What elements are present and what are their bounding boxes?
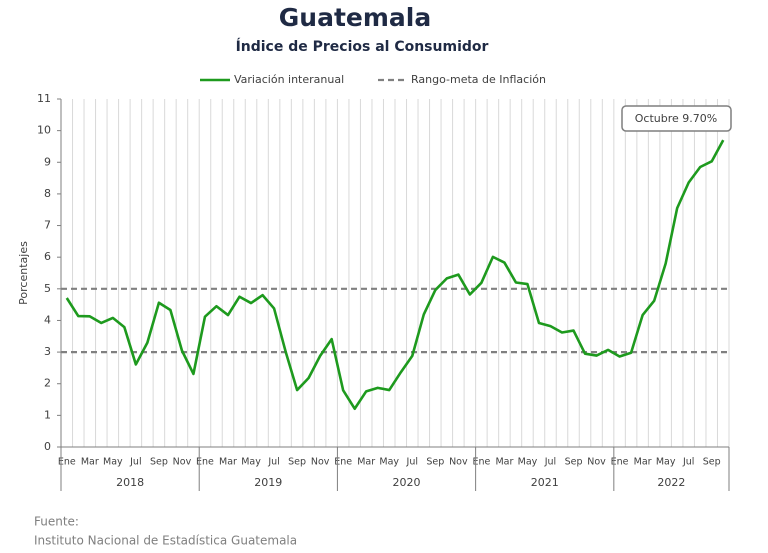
- annotation-box: [621, 105, 732, 132]
- x-tick-label: Jul: [129, 457, 141, 468]
- x-tick-label: Jul: [682, 457, 694, 468]
- y-tick-label: 9: [44, 155, 51, 168]
- x-tick-label: Sep: [565, 457, 583, 468]
- x-tick-label: Ene: [472, 457, 490, 468]
- y-tick-label: 11: [37, 92, 51, 105]
- y-tick-label: 0: [44, 440, 51, 453]
- y-tick-label: 6: [44, 250, 51, 263]
- x-tick-label: Nov: [449, 457, 468, 468]
- y-tick-label: 5: [44, 282, 51, 295]
- year-label: 2018: [116, 476, 144, 489]
- x-tick-label: May: [518, 457, 538, 468]
- x-tick-label: Nov: [587, 457, 606, 468]
- x-tick-label: May: [241, 457, 261, 468]
- x-tick-label: Mar: [357, 457, 375, 468]
- x-tick-label: Ene: [611, 457, 629, 468]
- series-line: [65, 139, 725, 411]
- y-axis-label: Porcentajes: [17, 241, 30, 305]
- x-tick-label: Mar: [634, 457, 652, 468]
- x-tick-label: Jul: [267, 457, 279, 468]
- x-tick-label: May: [656, 457, 676, 468]
- x-tick-label: Nov: [311, 457, 330, 468]
- y-tick-label: 8: [44, 187, 51, 200]
- x-tick-label: Sep: [703, 457, 721, 468]
- x-tick-label: Mar: [495, 457, 513, 468]
- chart-title: Guatemala: [279, 3, 431, 32]
- year-label: 2021: [531, 476, 559, 489]
- y-tick-label: 10: [37, 124, 51, 137]
- x-tick-label: Ene: [196, 457, 214, 468]
- y-tick-label: 1: [44, 408, 51, 421]
- x-tick-label: Nov: [173, 457, 192, 468]
- x-tick-label: Sep: [150, 457, 168, 468]
- year-label: 2022: [657, 476, 685, 489]
- x-tick-label: May: [103, 457, 123, 468]
- x-tick-label: Mar: [81, 457, 99, 468]
- year-label: 2020: [393, 476, 421, 489]
- x-tick-label: Mar: [219, 457, 237, 468]
- x-tick-label: Ene: [334, 457, 352, 468]
- legend-label: Rango-meta de Inflación: [411, 73, 546, 86]
- x-tick-label: Ene: [58, 457, 76, 468]
- x-tick-label: Jul: [406, 457, 418, 468]
- y-tick-label: 2: [44, 377, 51, 390]
- year-label: 2019: [254, 476, 282, 489]
- annotation: Octubre 9.70%: [635, 112, 717, 125]
- source-label: Fuente:: [34, 515, 79, 529]
- x-tick-label: Sep: [426, 457, 444, 468]
- chart-subtitle: Índice de Precios al Consumidor: [236, 38, 489, 55]
- y-tick-label: 3: [44, 345, 51, 358]
- y-tick-label: 4: [44, 313, 51, 326]
- y-tick-label: 7: [44, 219, 51, 232]
- source-text: Instituto Nacional de Estadística Guatem…: [34, 534, 297, 548]
- x-tick-label: Sep: [288, 457, 306, 468]
- x-tick-label: Jul: [544, 457, 556, 468]
- legend-label: Variación interanual: [234, 73, 344, 86]
- x-tick-label: May: [379, 457, 399, 468]
